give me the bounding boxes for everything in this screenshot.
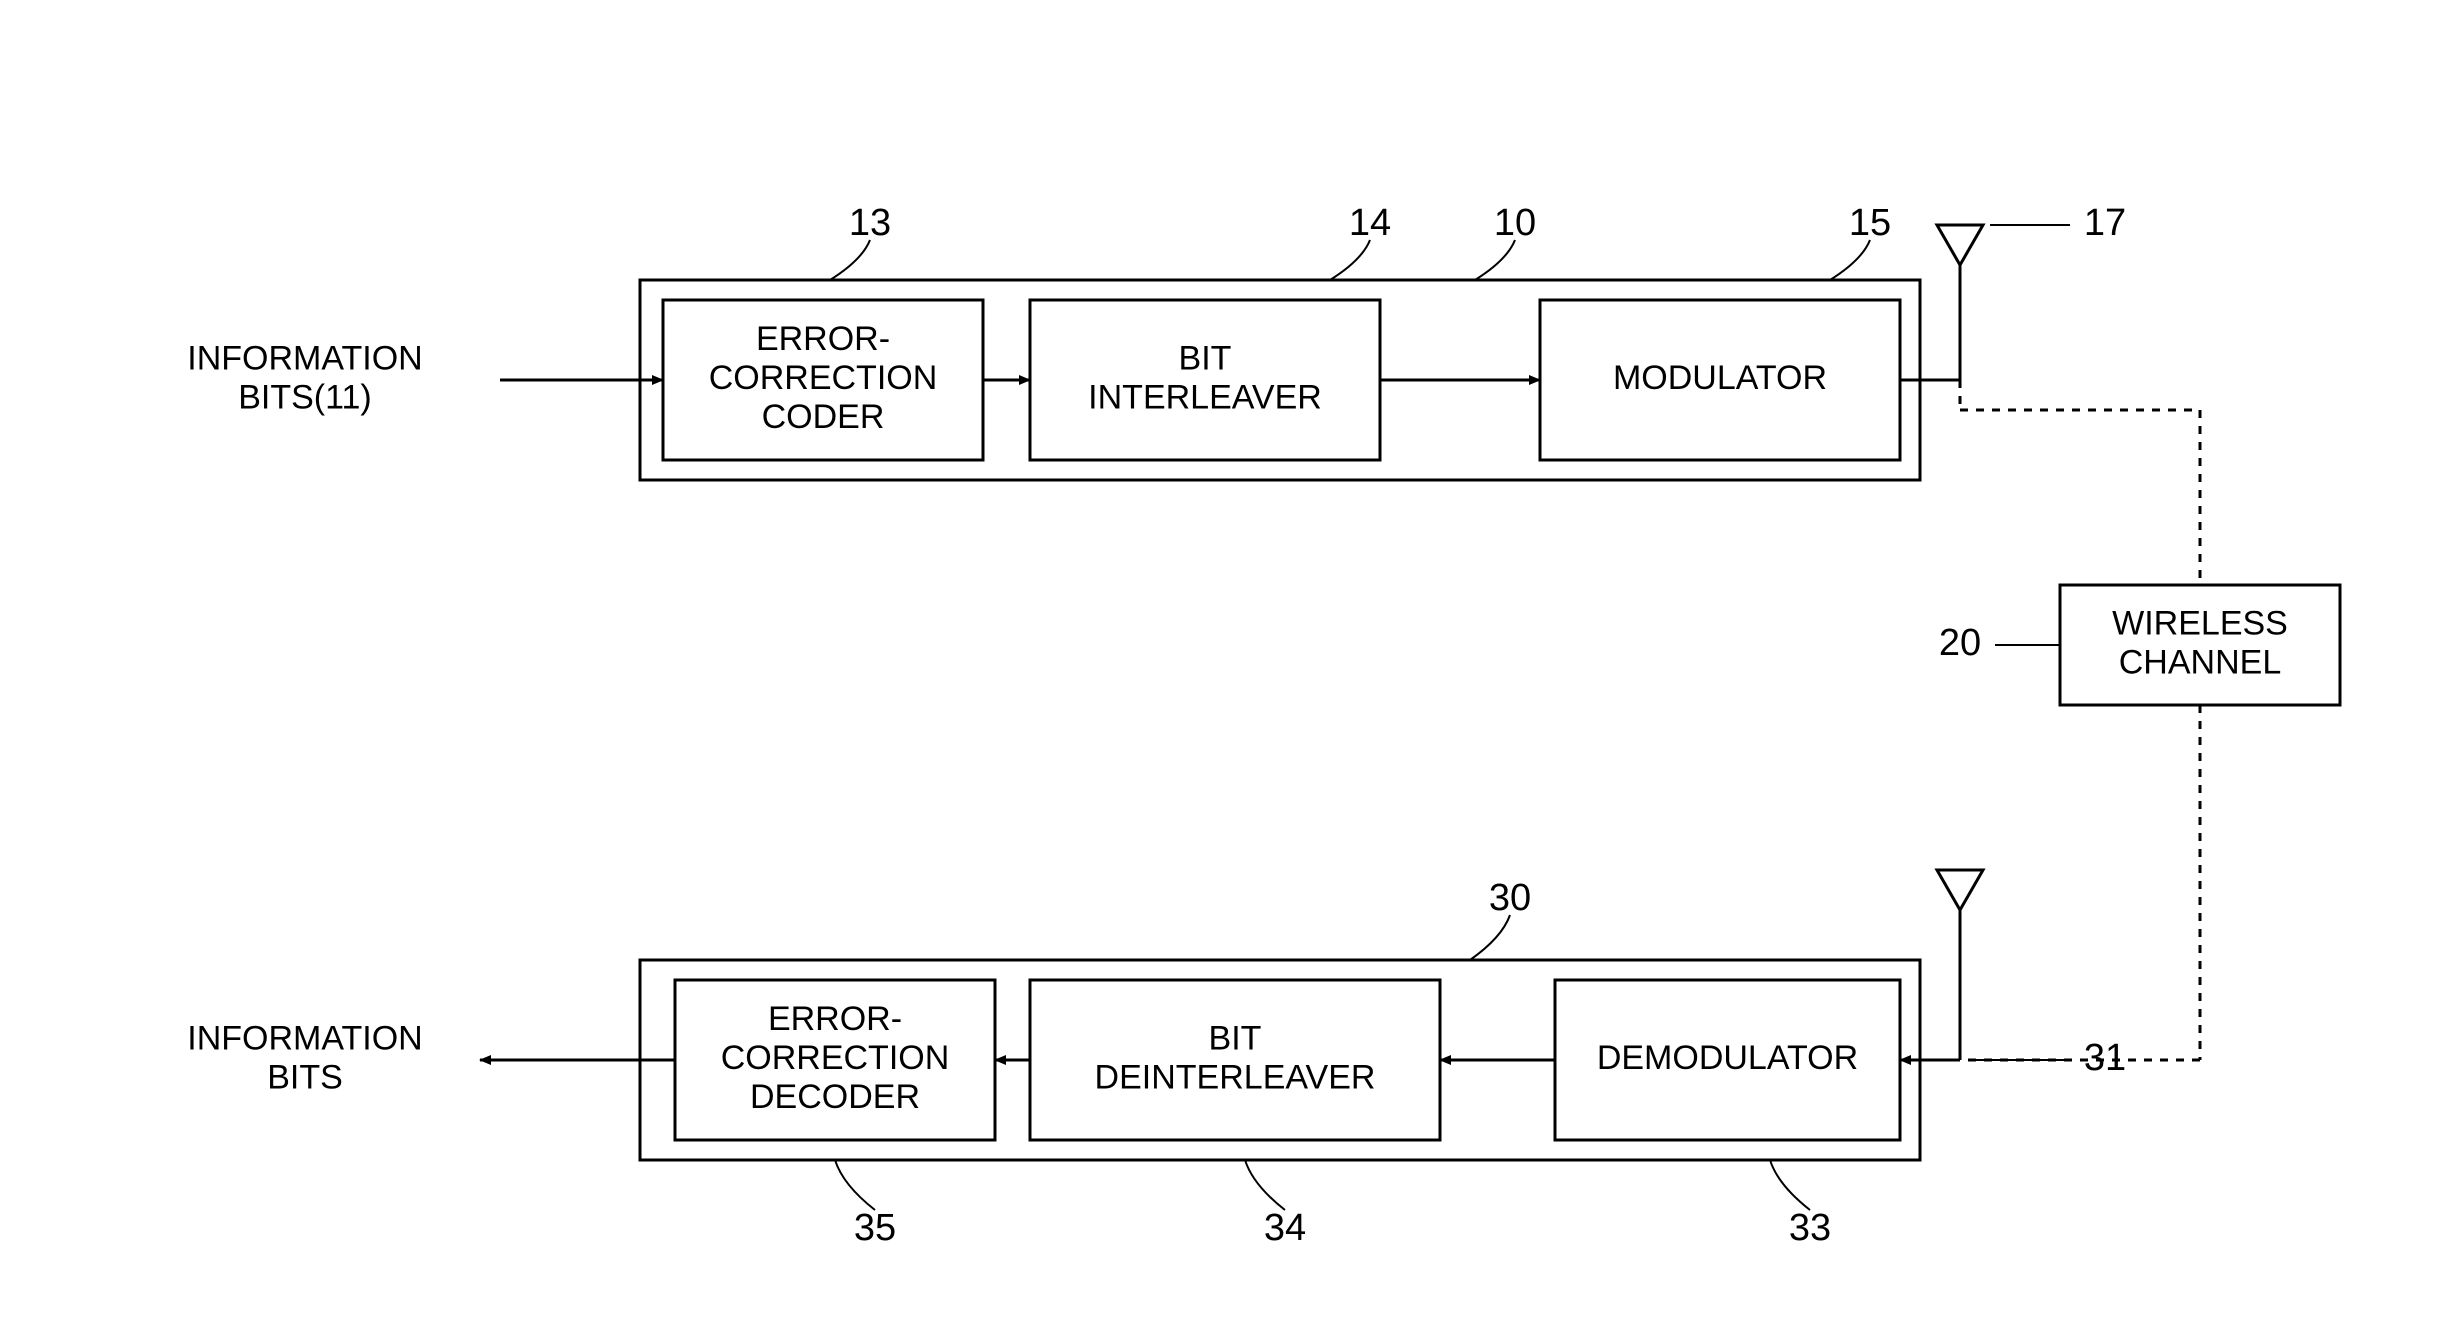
lead-13 xyxy=(830,240,870,280)
info-out: INFORMATIONBITS xyxy=(187,1019,422,1096)
block-diagram: ERROR-CORRECTIONCODERBITINTERLEAVERMODUL… xyxy=(0,0,2452,1338)
ref-15: 15 xyxy=(1849,202,1891,244)
ref-31: 31 xyxy=(2084,1037,2126,1079)
rx-demod-label: DEMODULATOR xyxy=(1597,1039,1858,1077)
ref-10: 10 xyxy=(1494,202,1536,244)
ref-13: 13 xyxy=(849,202,891,244)
ant-rx-icon xyxy=(1937,870,1983,910)
lead-35 xyxy=(835,1160,875,1210)
lead-15 xyxy=(1830,240,1870,280)
tx-mod-label: MODULATOR xyxy=(1613,359,1827,397)
ref-20: 20 xyxy=(1939,622,1981,664)
ref-14: 14 xyxy=(1349,202,1391,244)
lead-10 xyxy=(1475,240,1515,280)
lead-33 xyxy=(1770,1160,1810,1210)
ref-34: 34 xyxy=(1264,1207,1306,1249)
wireless-label: WIRELESSCHANNEL xyxy=(2112,604,2288,681)
ref-17: 17 xyxy=(2084,202,2126,244)
ref-33: 33 xyxy=(1789,1207,1831,1249)
lead-30 xyxy=(1470,915,1510,960)
ant-tx-icon xyxy=(1937,225,1983,265)
info-in: INFORMATIONBITS(11) xyxy=(187,339,422,416)
lead-14 xyxy=(1330,240,1370,280)
lead-34 xyxy=(1245,1160,1285,1210)
ref-30: 30 xyxy=(1489,877,1531,919)
ref-35: 35 xyxy=(854,1207,896,1249)
